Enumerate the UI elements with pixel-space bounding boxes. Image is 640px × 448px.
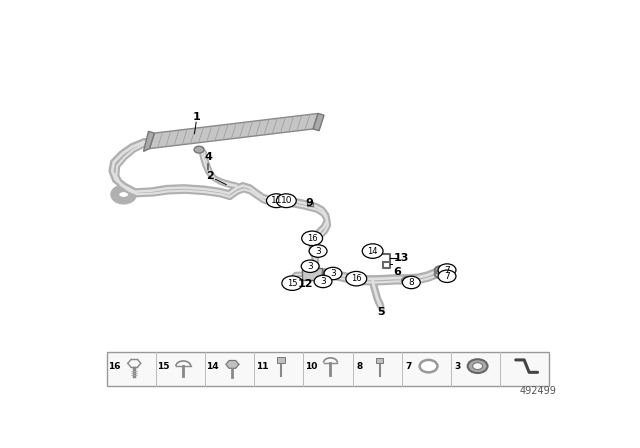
Text: 4: 4 (204, 152, 212, 162)
Polygon shape (143, 131, 154, 151)
Text: 3: 3 (330, 269, 336, 278)
Circle shape (301, 231, 323, 246)
Text: 2: 2 (206, 171, 214, 181)
Text: 1: 1 (193, 112, 200, 121)
FancyBboxPatch shape (307, 202, 312, 206)
Circle shape (438, 264, 456, 276)
Text: 16: 16 (307, 234, 317, 243)
Text: 7: 7 (406, 362, 412, 370)
Text: 10: 10 (280, 196, 292, 205)
FancyBboxPatch shape (282, 200, 291, 203)
Bar (108, 352, 548, 386)
Bar (301, 268, 321, 280)
Circle shape (282, 276, 303, 290)
Circle shape (301, 260, 319, 272)
Text: 8: 8 (356, 362, 363, 370)
Bar (376, 358, 383, 363)
Polygon shape (150, 113, 318, 149)
Text: 12: 12 (298, 279, 314, 289)
Text: 14: 14 (367, 246, 378, 255)
Polygon shape (313, 113, 324, 131)
Text: 7: 7 (444, 266, 450, 275)
Circle shape (346, 271, 367, 286)
Circle shape (420, 360, 438, 372)
Text: 3: 3 (307, 262, 313, 271)
Circle shape (324, 267, 342, 280)
Text: 16: 16 (108, 362, 121, 370)
Circle shape (266, 194, 286, 207)
Circle shape (194, 146, 204, 153)
Circle shape (309, 245, 327, 257)
Text: 10: 10 (305, 362, 317, 370)
Text: 5: 5 (377, 307, 385, 317)
Text: 11: 11 (271, 196, 282, 205)
Text: 15: 15 (287, 279, 298, 288)
Text: 15: 15 (157, 362, 170, 370)
Text: 3: 3 (316, 246, 321, 255)
Text: 16: 16 (351, 274, 362, 283)
Circle shape (276, 194, 296, 207)
FancyBboxPatch shape (312, 236, 319, 239)
Text: 3: 3 (320, 277, 326, 286)
Circle shape (314, 275, 332, 288)
Text: 11: 11 (255, 362, 268, 370)
Text: 13: 13 (394, 253, 409, 263)
FancyBboxPatch shape (352, 276, 358, 280)
Circle shape (362, 244, 383, 258)
Circle shape (438, 270, 456, 283)
Circle shape (472, 363, 483, 370)
Circle shape (403, 276, 420, 289)
Text: 7: 7 (444, 272, 450, 281)
Text: 9: 9 (306, 198, 314, 208)
Text: 492499: 492499 (519, 386, 556, 396)
Text: 8: 8 (408, 278, 414, 287)
Circle shape (468, 359, 488, 373)
Polygon shape (226, 361, 239, 368)
Text: 3: 3 (455, 362, 461, 370)
Bar (277, 357, 285, 363)
Text: 6: 6 (394, 267, 401, 277)
Text: 14: 14 (207, 362, 219, 370)
